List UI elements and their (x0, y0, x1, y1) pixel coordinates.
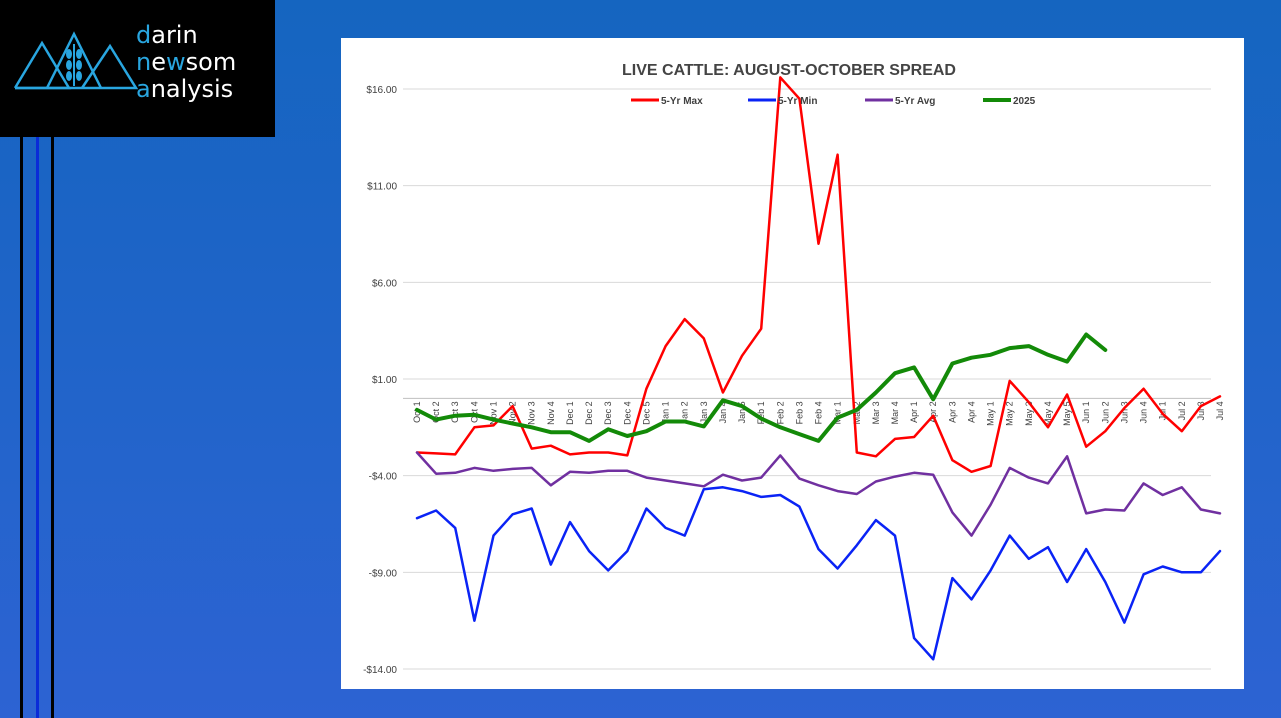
legend-label: 5-Yr Avg (895, 96, 935, 107)
x-tick-label: Jul 1 (1158, 401, 1168, 420)
series-line-2025 (415, 332, 1108, 443)
legend-label: 5-Yr Max (661, 96, 703, 107)
x-tick-label: Jul 4 (1215, 401, 1225, 420)
x-tick-label: Apr 3 (947, 401, 957, 423)
x-tick-label: Dec 1 (565, 401, 575, 425)
x-tick-label: Jan 4 (718, 401, 728, 423)
x-tick-label: Apr 4 (966, 401, 976, 423)
x-tick-label: Jun 1 (1081, 401, 1091, 423)
x-tick-label: Nov 3 (527, 401, 537, 425)
x-tick-label: Dec 3 (603, 401, 613, 425)
x-tick-label: Mar 2 (852, 401, 862, 424)
x-tick-label: Apr 2 (928, 401, 938, 423)
x-tick-label: Feb 3 (794, 401, 804, 424)
x-tick-label: May 3 (1024, 401, 1034, 426)
x-tick-label: May 1 (986, 401, 996, 426)
y-tick-label: $16.00 (366, 85, 397, 96)
decor-line (20, 137, 23, 718)
x-tick-label: Oct 2 (431, 401, 441, 423)
x-tick-label: Feb 2 (775, 401, 785, 424)
mountain-logo-icon (13, 31, 139, 90)
spread-chart: LIVE CATTLE: AUGUST-OCTOBER SPREAD $16.0… (363, 62, 1225, 676)
x-tick-label: Feb 4 (814, 401, 824, 424)
logo-panel: darin newsom analysis (0, 0, 275, 137)
x-tick-label: Nov 2 (508, 401, 518, 425)
x-tick-label: Dec 5 (641, 401, 651, 425)
x-tick-label: Apr 1 (909, 401, 919, 423)
y-tick-label: -$14.00 (363, 665, 397, 676)
y-tick-label: $11.00 (367, 182, 397, 193)
chart-title: LIVE CATTLE: AUGUST-OCTOBER SPREAD (622, 62, 956, 79)
brand-wordmark: darin newsom analysis (136, 21, 237, 103)
x-tick-label: May 4 (1043, 401, 1053, 426)
chart-panel: LIVE CATTLE: AUGUST-OCTOBER SPREAD $16.0… (341, 38, 1244, 689)
x-tick-label: Jan 1 (661, 401, 671, 423)
x-tick-label: May 5 (1062, 401, 1072, 426)
decor-line (36, 137, 39, 718)
x-tick-label: Jun 4 (1139, 401, 1149, 423)
decor-line (51, 137, 54, 718)
x-tick-label: Jun 2 (1100, 401, 1110, 423)
x-tick-label: Jan 2 (680, 401, 690, 423)
x-tick-label: Jul 2 (1177, 401, 1187, 420)
y-tick-label: $6.00 (372, 278, 397, 289)
x-tick-label: Jan 5 (737, 401, 747, 423)
x-tick-label: Mar 3 (871, 401, 881, 424)
legend-label: 5-Yr Min (778, 96, 817, 107)
x-tick-label: Dec 2 (584, 401, 594, 425)
x-tick-label: Nov 1 (488, 401, 498, 425)
series-line-5-yr-min (415, 486, 1222, 661)
x-tick-label: Dec 4 (622, 401, 632, 425)
y-tick-label: $1.00 (372, 375, 397, 386)
series-line-5-yr-avg (415, 451, 1222, 537)
x-tick-label: Mar 1 (833, 401, 843, 424)
x-tick-label: Oct 3 (450, 401, 460, 423)
x-tick-label: Jun 3 (1119, 401, 1129, 423)
x-tick-label: Jul 3 (1196, 401, 1206, 420)
x-tick-label: Oct 4 (469, 401, 479, 423)
y-tick-label: -$4.00 (369, 472, 398, 483)
y-tick-label: -$9.00 (369, 568, 398, 579)
legend-label: 2025 (1013, 96, 1036, 107)
x-tick-label: May 2 (1005, 401, 1015, 426)
x-tick-label: Mar 4 (890, 401, 900, 424)
x-tick-label: Nov 4 (546, 401, 556, 425)
x-tick-label: Feb 1 (756, 401, 766, 424)
series-line-5-yr-max (415, 76, 1222, 474)
x-tick-label: Jan 3 (699, 401, 709, 423)
